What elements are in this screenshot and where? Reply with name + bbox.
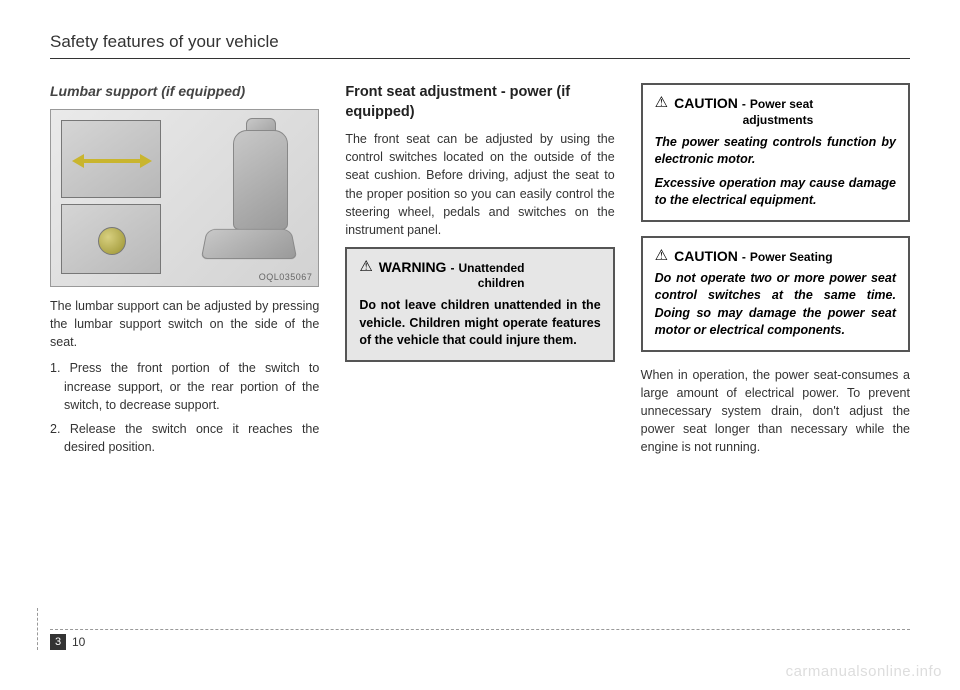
- chapter-number: 3: [50, 634, 66, 650]
- warning-label: WARNING: [379, 259, 447, 277]
- arrow-left-right-icon: [82, 159, 142, 163]
- column-3: ⚠ CAUTION - Power seat adjustments The p…: [641, 83, 910, 464]
- column-1: Lumbar support (if equipped) OQL035067 T…: [50, 83, 319, 464]
- section-header: Safety features of your vehicle: [50, 32, 910, 59]
- figure-inset-bottom: [61, 204, 161, 274]
- front-seat-title: Front seat adjustment - power (if equipp…: [345, 83, 614, 122]
- caution1-sub1: Power seat: [750, 97, 813, 112]
- warning-box: ⚠ WARNING - Unattended children Do not l…: [345, 247, 614, 362]
- lumbar-step-2: 2. Release the switch once it reaches th…: [50, 420, 319, 456]
- lumbar-knob-icon: [98, 227, 126, 255]
- content-columns: Lumbar support (if equipped) OQL035067 T…: [50, 83, 910, 464]
- warning-sub2: children: [379, 276, 525, 291]
- seat-illustration: [188, 130, 298, 270]
- caution1-sub2: adjustments: [674, 113, 813, 128]
- watermark: carmanualsonline.info: [786, 663, 942, 680]
- warning-triangle-icon: ⚠: [359, 259, 372, 274]
- caution1-body: The power seating controls function by e…: [655, 134, 896, 210]
- chapter-side-dash: [28, 608, 38, 650]
- caution-triangle-icon: ⚠: [655, 248, 668, 263]
- caution-box-2: ⚠ CAUTION - Power Seating Do not operate…: [641, 236, 910, 352]
- lumbar-title: Lumbar support (if equipped): [50, 83, 319, 99]
- warning-sub1: Unattended: [458, 261, 524, 276]
- warning-body: Do not leave children unattended in the …: [359, 297, 600, 350]
- caution1-dash: -: [742, 97, 746, 112]
- caution-triangle-icon: ⚠: [655, 95, 668, 110]
- caution1-label: CAUTION: [674, 95, 738, 113]
- warning-dash: -: [450, 261, 454, 276]
- power-seat-paragraph: When in operation, the power seat-consum…: [641, 366, 910, 457]
- front-seat-paragraph: The front seat can be adjusted by using …: [345, 130, 614, 239]
- caution2-body: Do not operate two or more power seat co…: [655, 270, 896, 340]
- lumbar-paragraph: The lumbar support can be adjusted by pr…: [50, 297, 319, 351]
- figure-inset-top: [61, 120, 161, 198]
- caution-box-1: ⚠ CAUTION - Power seat adjustments The p…: [641, 83, 910, 222]
- lumbar-step-1: 1. Press the front portion of the switch…: [50, 359, 319, 413]
- lumbar-figure: OQL035067: [50, 109, 319, 287]
- caution2-dash: -: [742, 250, 746, 264]
- page-number: 10: [72, 635, 85, 649]
- caution2-sub: Power Seating: [750, 250, 833, 264]
- caution1-body-p2: Excessive operation may cause damage to …: [655, 175, 896, 210]
- page-footer: 3 10: [50, 629, 910, 650]
- caution1-body-p1: The power seating controls function by e…: [655, 134, 896, 169]
- caution2-label: CAUTION: [674, 248, 738, 264]
- column-2: Front seat adjustment - power (if equipp…: [345, 83, 614, 464]
- figure-label: OQL035067: [259, 272, 313, 282]
